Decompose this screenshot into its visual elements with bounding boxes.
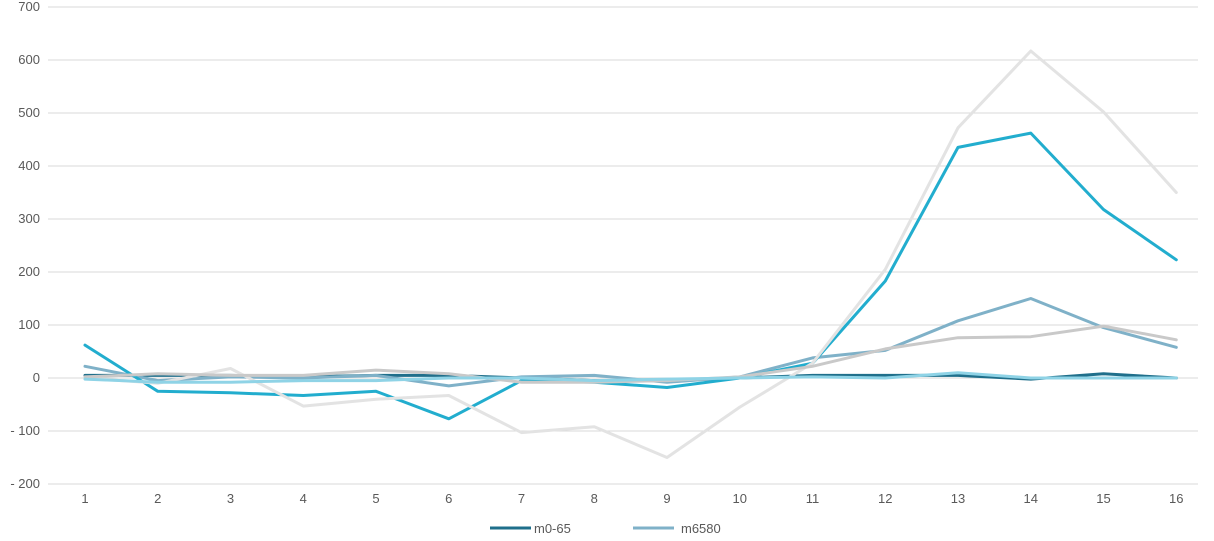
x-tick-label: 2 [154, 491, 161, 506]
x-tick-label: 5 [372, 491, 379, 506]
y-tick-label: 700 [18, 0, 40, 14]
x-tick-label: 6 [445, 491, 452, 506]
y-tick-label: 100 [18, 317, 40, 332]
x-tick-label: 12 [878, 491, 892, 506]
y-tick-label: 500 [18, 105, 40, 120]
y-tick-label: 200 [18, 264, 40, 279]
x-tick-label: 4 [300, 491, 307, 506]
y-axis-ticks: 700 600 500 400 300 200 100 0 - 200 - 100 [10, 0, 40, 491]
x-tick-label: 9 [663, 491, 670, 506]
series-line-2 [83, 297, 1178, 388]
y-tick-label: 0 [33, 370, 40, 385]
x-tick-label: 16 [1169, 491, 1183, 506]
x-axis-ticks: 1 2 3 4 5 6 7 8 9 10 11 12 13 14 15 16 [81, 491, 1183, 506]
legend-label: m0-65 [534, 521, 571, 536]
x-tick-label: 7 [518, 491, 525, 506]
y-tick-label: - 100 [10, 423, 40, 438]
series-lines [83, 49, 1178, 459]
y-tick-label: 600 [18, 52, 40, 67]
y-tick-label: - 200 [10, 476, 40, 491]
gridlines [48, 6, 1198, 485]
y-tick-label: 300 [18, 211, 40, 226]
series-line-3 [83, 131, 1178, 421]
x-tick-label: 3 [227, 491, 234, 506]
series-line-6 [83, 371, 1178, 384]
x-tick-label: 14 [1024, 491, 1038, 506]
x-tick-label: 1 [81, 491, 88, 506]
x-tick-label: 15 [1096, 491, 1110, 506]
x-tick-label: 11 [806, 491, 820, 506]
x-tick-label: 10 [733, 491, 747, 506]
x-tick-label: 8 [591, 491, 598, 506]
series-line-5 [83, 324, 1178, 384]
y-tick-label: 400 [18, 158, 40, 173]
series-line-4 [83, 49, 1178, 459]
x-tick-label: 13 [951, 491, 965, 506]
legend: m0-65 m6580 [490, 521, 721, 536]
legend-label: m6580 [681, 521, 721, 536]
